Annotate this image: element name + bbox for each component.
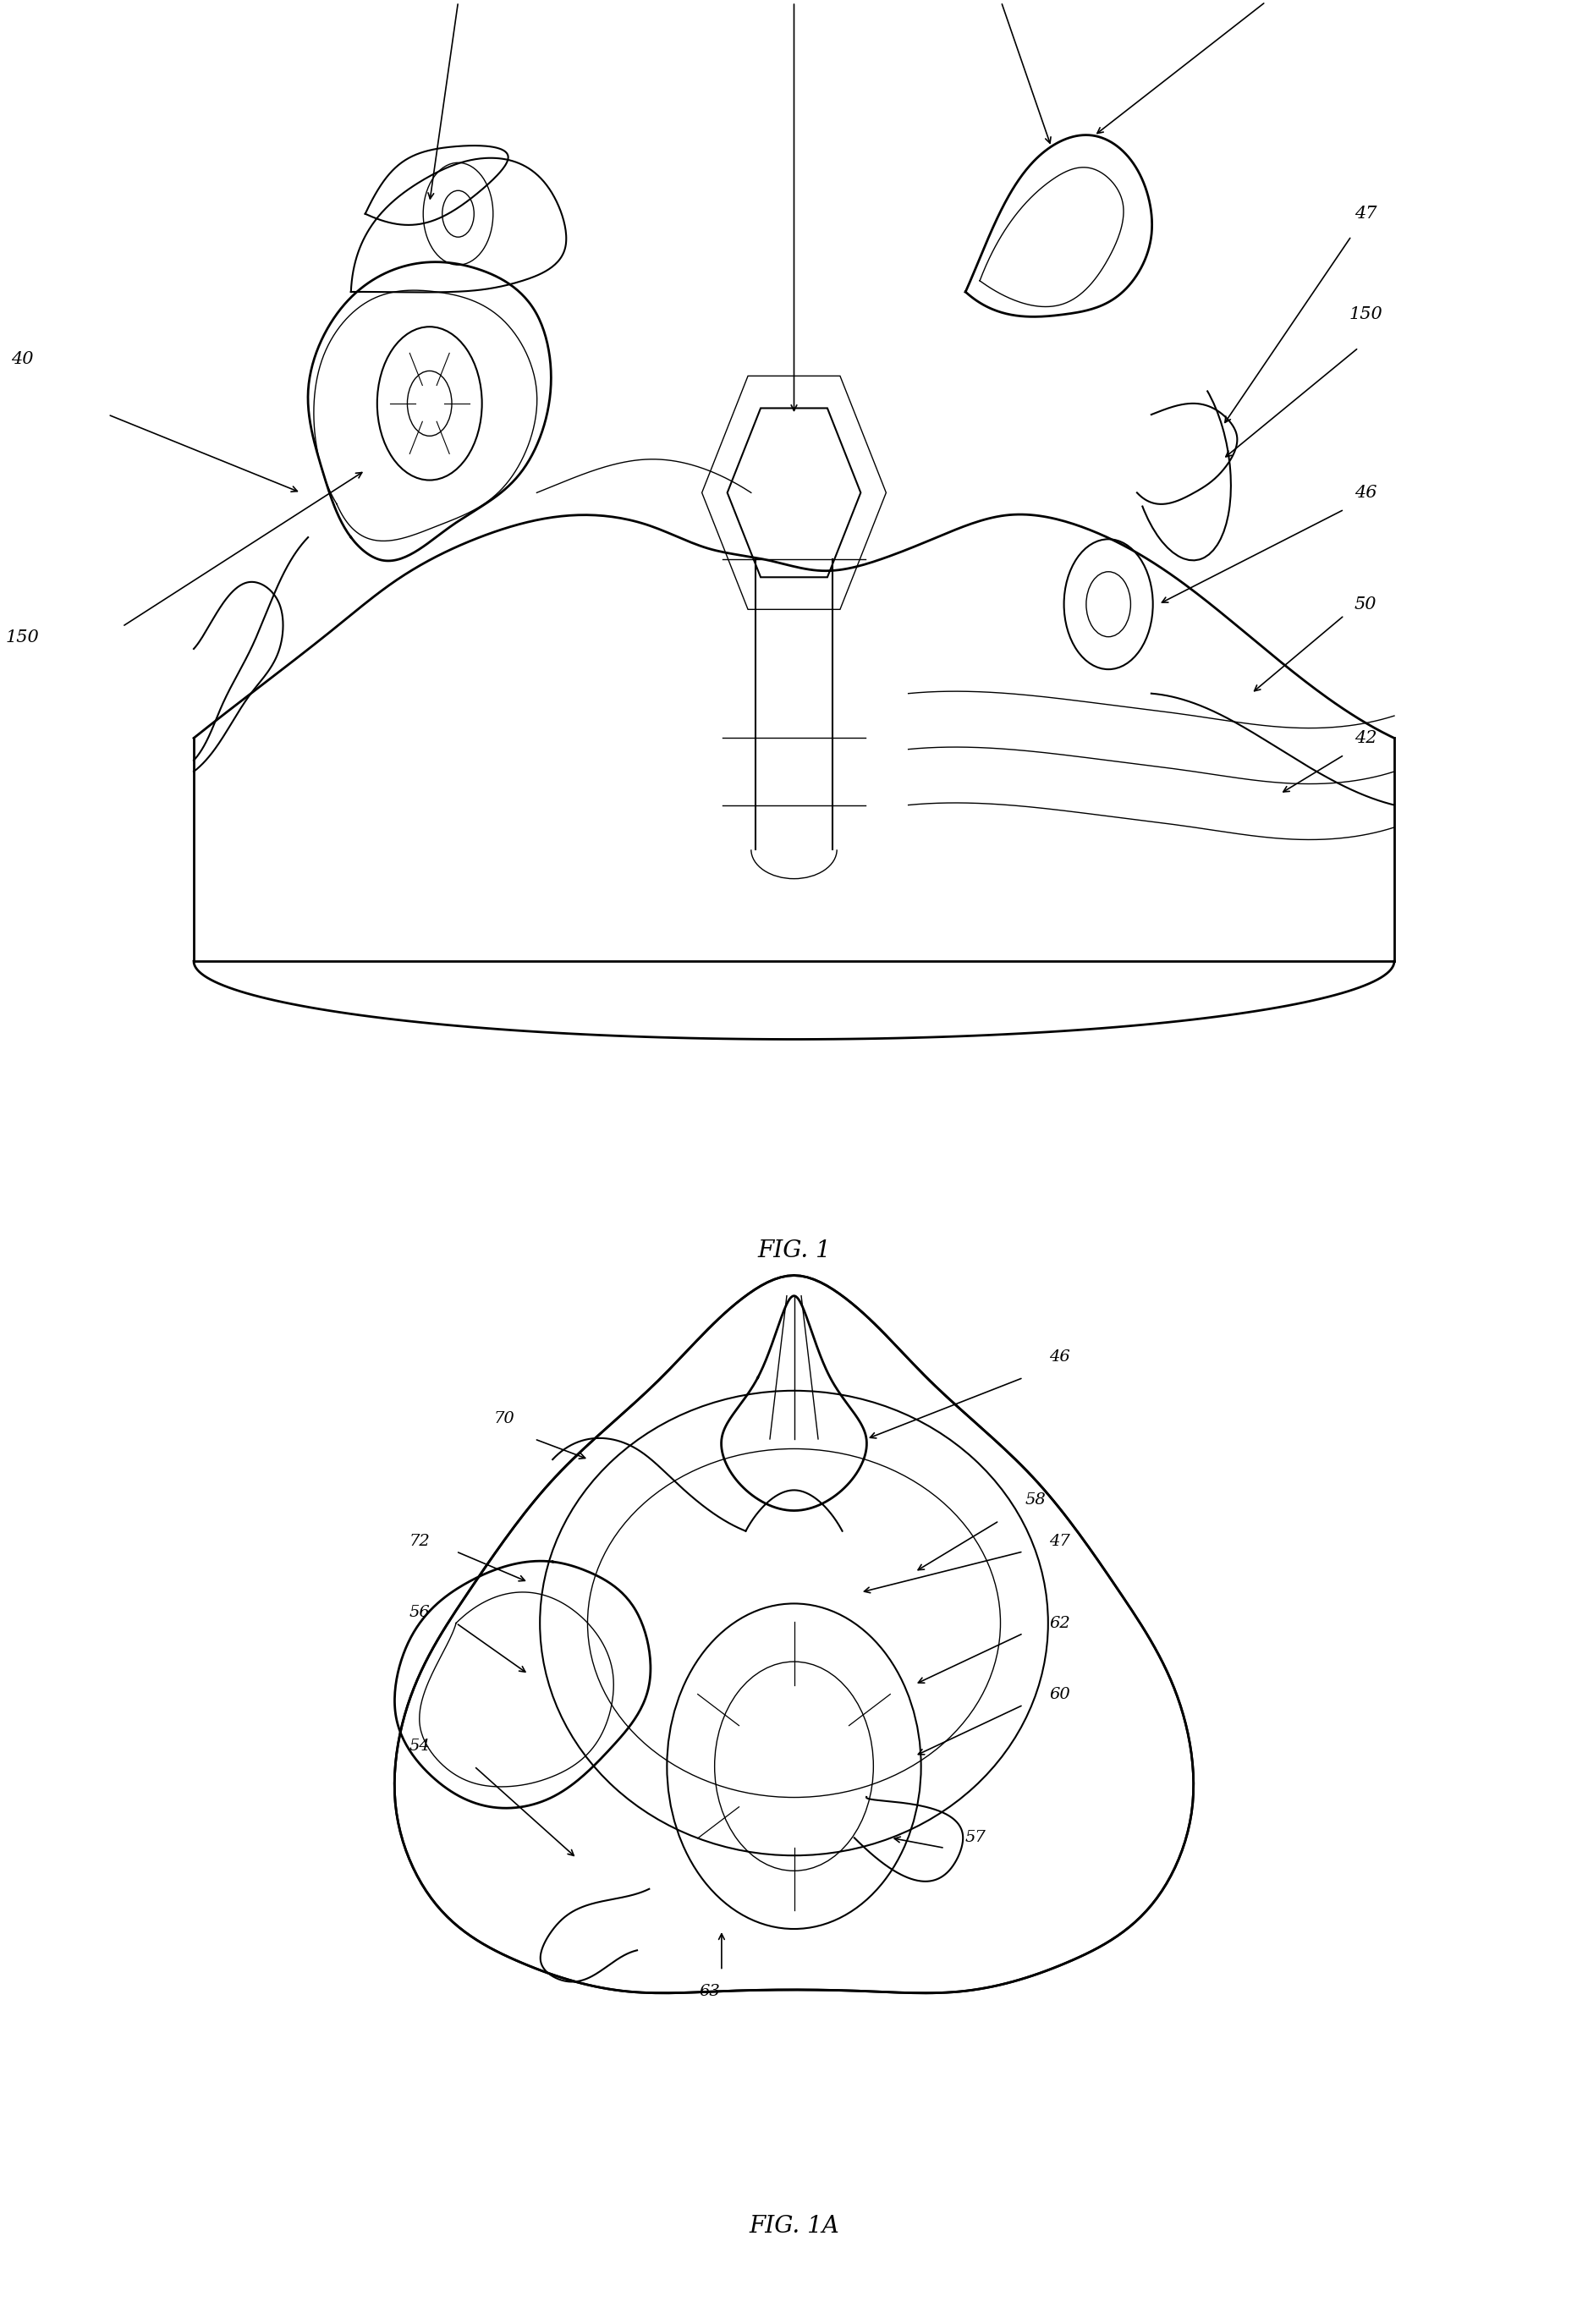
- Text: 56: 56: [410, 1606, 430, 1620]
- Text: 54: 54: [410, 1738, 430, 1752]
- Text: 50: 50: [1355, 597, 1377, 611]
- Text: 58: 58: [1024, 1492, 1046, 1508]
- Text: 46: 46: [1050, 1350, 1070, 1364]
- Text: 57: 57: [964, 1831, 986, 1845]
- Text: 42: 42: [1355, 730, 1377, 746]
- Text: 63: 63: [699, 1985, 719, 1999]
- Text: 47: 47: [1050, 1534, 1070, 1548]
- Text: 47: 47: [1355, 207, 1377, 221]
- Text: 46: 46: [1355, 486, 1377, 500]
- Text: 60: 60: [1050, 1687, 1070, 1701]
- Text: 70: 70: [494, 1411, 515, 1427]
- Text: FIG. 1: FIG. 1: [757, 1239, 831, 1262]
- Text: 150: 150: [1348, 307, 1383, 323]
- Text: 72: 72: [410, 1534, 430, 1548]
- Text: 150: 150: [5, 630, 40, 646]
- Text: FIG. 1A: FIG. 1A: [750, 2215, 838, 2238]
- Text: 40: 40: [11, 351, 33, 367]
- Text: 62: 62: [1050, 1615, 1070, 1631]
